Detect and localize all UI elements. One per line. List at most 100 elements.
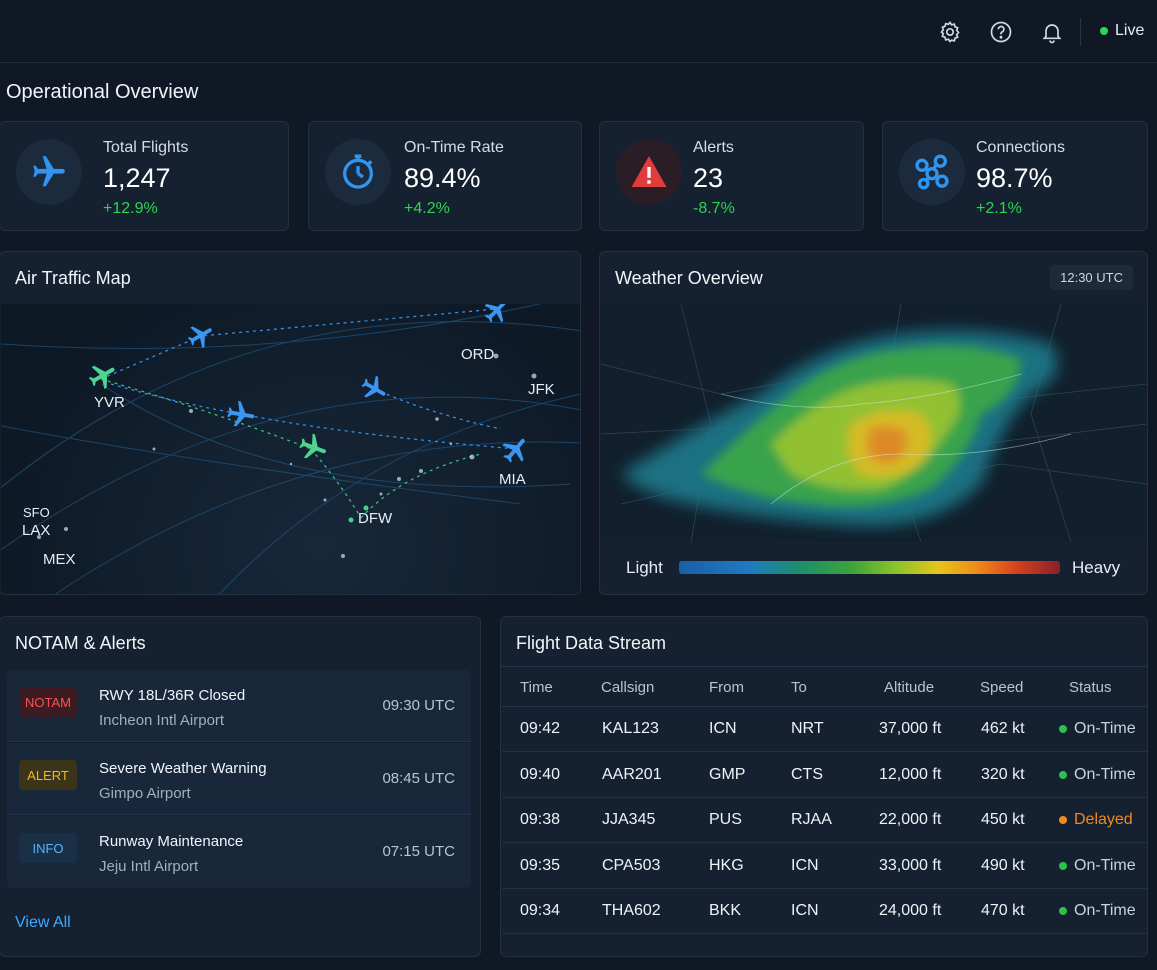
column-header-status[interactable]: Status <box>1069 679 1112 696</box>
panel-title: NOTAM & Alerts <box>15 633 146 653</box>
cell-to: RJAA <box>791 811 832 828</box>
cell-from: GMP <box>709 765 746 783</box>
air-traffic-map[interactable]: ORD JFK YVR MIA SFO LAX DFW MEX <box>1 304 580 594</box>
table-row[interactable]: 09:38 JJA345 PUS RJAA 22,000 ft 450 kt Delayed <box>502 798 1147 843</box>
plane-marker[interactable] <box>297 432 329 464</box>
cell-to: NRT <box>791 720 824 737</box>
cell-to: ICN <box>791 902 819 919</box>
cell-status: Delayed <box>1059 811 1133 829</box>
stopwatch-icon <box>325 139 391 205</box>
flight-data-stream-panel: Flight Data Stream Time Callsign From To… <box>500 616 1148 957</box>
plane-icon <box>16 139 82 205</box>
column-header-to[interactable]: To <box>791 679 807 696</box>
legend-light-label: Light <box>626 558 663 577</box>
plane-marker[interactable] <box>500 434 532 466</box>
cell-time: 09:42 <box>520 720 561 737</box>
cell-altitude: 37,000 ft <box>879 720 942 737</box>
live-dot <box>1100 27 1108 35</box>
cell-status: On-Time <box>1059 720 1136 738</box>
cell-time: 09:38 <box>520 811 561 828</box>
cell-callsign: CPA503 <box>602 856 661 874</box>
column-header-speed[interactable]: Speed <box>980 679 1024 696</box>
table-row[interactable]: 09:34 THA602 BKK ICN 24,000 ft 470 kt On-Time <box>502 889 1147 934</box>
cell-callsign: AAR201 <box>602 765 662 783</box>
city-label: JFK <box>528 381 555 398</box>
view-all-link[interactable]: View All <box>15 914 71 931</box>
bell-icon[interactable] <box>1040 20 1064 44</box>
cell-time: 09:35 <box>520 856 561 874</box>
info-badge: INFO <box>19 833 77 863</box>
precipitation-legend-bar <box>679 561 1060 574</box>
status-label: On-Time <box>1074 902 1136 919</box>
column-header-time[interactable]: Time <box>520 679 553 696</box>
weather-radar-map[interactable] <box>601 304 1147 542</box>
plane-marker[interactable] <box>186 321 216 351</box>
cell-altitude: 22,000 ft <box>879 811 942 828</box>
stat-delta: +12.9% <box>103 200 158 217</box>
stat-card-on-time-rate: On-Time Rate 89.4% +4.2% <box>308 121 582 231</box>
city-label: SFO <box>23 505 50 520</box>
notam-title: Runway Maintenance <box>99 833 244 850</box>
top-bar: Live <box>0 0 1157 63</box>
cell-altitude: 12,000 ft <box>879 765 942 783</box>
plane-marker[interactable] <box>225 399 257 431</box>
legend-heavy-label: Heavy <box>1072 558 1121 577</box>
cell-from: PUS <box>709 811 742 828</box>
cell-from: BKK <box>709 902 742 919</box>
cell-speed: 320 kt <box>981 765 1025 783</box>
column-header-altitude[interactable]: Altitude <box>884 679 935 696</box>
cell-callsign: JJA345 <box>602 811 656 828</box>
air-traffic-map-panel: Air Traffic Map <box>0 251 581 595</box>
table-header-divider <box>502 706 1147 707</box>
cell-speed: 462 kt <box>981 720 1025 737</box>
stat-card-total-flights: Total Flights 1,247 +12.9% <box>0 121 289 231</box>
status-dot <box>1059 816 1067 824</box>
notam-airport: Gimpo Airport <box>99 785 191 802</box>
notam-item[interactable]: ALERT Severe Weather Warning Gimpo Airpo… <box>7 743 471 815</box>
table-row[interactable]: 09:40 AAR201 GMP CTS 12,000 ft 320 kt On-Time <box>502 753 1147 798</box>
city-label: MEX <box>43 551 76 568</box>
cell-from: HKG <box>709 856 744 874</box>
city-label: DFW <box>358 510 393 527</box>
status-label: On-Time <box>1074 720 1136 737</box>
cell-altitude: 24,000 ft <box>879 902 942 919</box>
plane-marker[interactable] <box>482 304 512 326</box>
cell-speed: 470 kt <box>981 902 1025 919</box>
notam-item[interactable]: NOTAM RWY 18L/36R Closed Incheon Intl Ai… <box>7 670 471 742</box>
cell-time: 09:34 <box>520 902 561 919</box>
cell-to: ICN <box>791 856 819 874</box>
plane-marker[interactable] <box>87 360 119 392</box>
divider <box>501 666 1147 667</box>
stat-delta: +2.1% <box>976 200 1022 217</box>
plane-marker[interactable] <box>359 374 389 404</box>
stat-value: 98.7% <box>976 163 1053 193</box>
panel-title: Weather Overview <box>615 268 763 288</box>
help-icon[interactable] <box>989 20 1013 44</box>
table-row[interactable]: 09:35 CPA503 HKG ICN 33,000 ft 490 kt On-Time <box>502 844 1147 889</box>
cell-from: ICN <box>709 720 737 737</box>
stat-label: Total Flights <box>103 139 189 156</box>
column-header-callsign[interactable]: Callsign <box>601 679 655 696</box>
cell-status: On-Time <box>1059 857 1136 875</box>
cell-altitude: 33,000 ft <box>879 856 942 874</box>
notam-item[interactable]: INFO Runway Maintenance Jeju Intl Airpor… <box>7 816 471 888</box>
cell-callsign: KAL123 <box>602 720 659 737</box>
cell-to: CTS <box>791 765 823 783</box>
time-badge: 12:30 UTC <box>1050 265 1133 290</box>
city-label: MIA <box>499 471 526 488</box>
status-label: On-Time <box>1074 765 1136 783</box>
cell-callsign: THA602 <box>602 902 661 919</box>
network-icon <box>899 139 965 205</box>
city-label: ORD <box>461 346 495 363</box>
stat-delta: -8.7% <box>693 200 735 217</box>
alert-badge: ALERT <box>19 760 77 790</box>
notam-airport: Incheon Intl Airport <box>99 712 225 729</box>
status-label: Delayed <box>1074 811 1133 828</box>
table-row[interactable]: 09:42 KAL123 ICN NRT 37,000 ft 462 kt On-Time <box>502 707 1147 752</box>
panel-title: Flight Data Stream <box>516 633 667 653</box>
stat-label: On-Time Rate <box>404 139 504 156</box>
stat-label: Alerts <box>693 139 734 156</box>
column-header-from[interactable]: From <box>709 679 744 696</box>
stat-value: 23 <box>693 163 724 193</box>
gear-icon[interactable] <box>938 20 962 44</box>
